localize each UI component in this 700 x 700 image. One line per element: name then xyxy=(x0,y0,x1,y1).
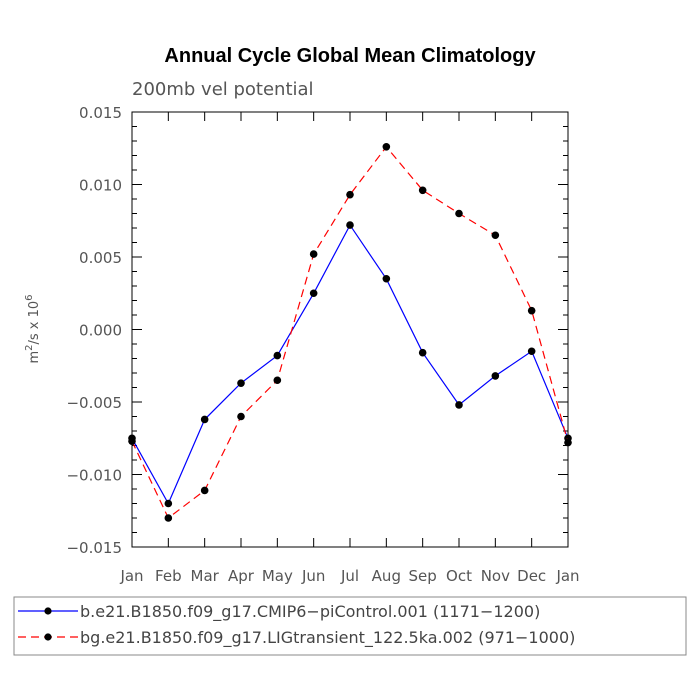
series-1-point xyxy=(273,376,282,385)
series-0-point xyxy=(382,274,391,283)
series-1-point xyxy=(309,250,318,258)
x-tick-label: Sep xyxy=(409,567,437,585)
x-tick-label: Jan xyxy=(119,567,143,585)
x-tick-label: Jan xyxy=(555,567,579,585)
legend: b.e21.B1850.f09_g17.CMIP6−piControl.001 … xyxy=(13,596,687,656)
x-tick-label: Feb xyxy=(155,567,182,585)
legend-entry-0: b.e21.B1850.f09_g17.CMIP6−piControl.001 … xyxy=(18,602,540,622)
series-1-point xyxy=(164,514,173,522)
series-0-point xyxy=(527,347,536,356)
x-tick-label: Nov xyxy=(481,567,510,585)
x-tick-label: Dec xyxy=(517,567,546,585)
x-tick-label: Jul xyxy=(340,567,359,585)
legend-marker-1 xyxy=(44,633,52,641)
y-tick-label: −0.010 xyxy=(66,467,122,485)
x-axis-ticks: Jan Feb Mar Apr May Jun Jul Aug Sep Oct Nov Dec Jan xyxy=(119,112,580,585)
x-tick-label: May xyxy=(262,567,293,585)
x-tick-label: Aug xyxy=(372,567,401,585)
y-tick-label: 0.010 xyxy=(79,177,122,195)
x-tick-label: Jun xyxy=(301,567,325,585)
series-1-point xyxy=(491,231,500,240)
chart-title: Annual Cycle Global Mean Climatology xyxy=(164,45,536,67)
legend-label-0: b.e21.B1850.f09_g17.CMIP6−piControl.001 … xyxy=(80,602,540,622)
series-0-point xyxy=(237,379,245,387)
series-1-point xyxy=(455,209,463,218)
series-0-point xyxy=(455,401,463,409)
x-tick-label: Oct xyxy=(446,567,472,585)
legend-label-1: bg.e21.B1850.f09_g17.LIGtransient_122.5k… xyxy=(80,628,575,648)
x-tick-label: Mar xyxy=(191,567,220,585)
series-1-point xyxy=(382,143,391,151)
legend-entry-1: bg.e21.B1850.f09_g17.LIGtransient_122.5k… xyxy=(18,628,575,648)
series-line-0 xyxy=(131,223,569,505)
series-0-point xyxy=(418,348,427,357)
plot-frame xyxy=(131,111,569,548)
series-0-point xyxy=(309,289,318,298)
series-layer xyxy=(128,143,572,522)
series-0-point xyxy=(200,415,209,424)
series-1-point xyxy=(418,186,427,195)
y-axis-label: m2/s x 106 xyxy=(24,294,42,363)
series-0-point xyxy=(273,351,282,360)
series-0-point xyxy=(346,221,354,229)
series-1-point xyxy=(346,190,354,199)
series-1-point xyxy=(527,306,536,315)
y-tick-label: 0.015 xyxy=(79,104,122,122)
series-1-point xyxy=(200,486,209,495)
series-0-point xyxy=(164,499,173,508)
y-tick-label: 0.005 xyxy=(79,249,122,267)
legend-marker-0 xyxy=(44,607,52,615)
series-0-point xyxy=(491,372,500,380)
chart-subtitle: 200mb vel potential xyxy=(132,79,314,100)
y-tick-label: 0.000 xyxy=(79,322,122,340)
y-tick-label: −0.015 xyxy=(66,539,122,557)
legend-box xyxy=(13,596,687,656)
y-tick-label: −0.005 xyxy=(66,394,122,412)
y-axis-ticks: −0.015 −0.010 −0.005 0.000 0.005 0.010 0.015 xyxy=(66,104,568,557)
x-tick-label: Apr xyxy=(228,567,255,585)
series-line-1 xyxy=(131,145,569,519)
series-1-point xyxy=(237,412,245,421)
